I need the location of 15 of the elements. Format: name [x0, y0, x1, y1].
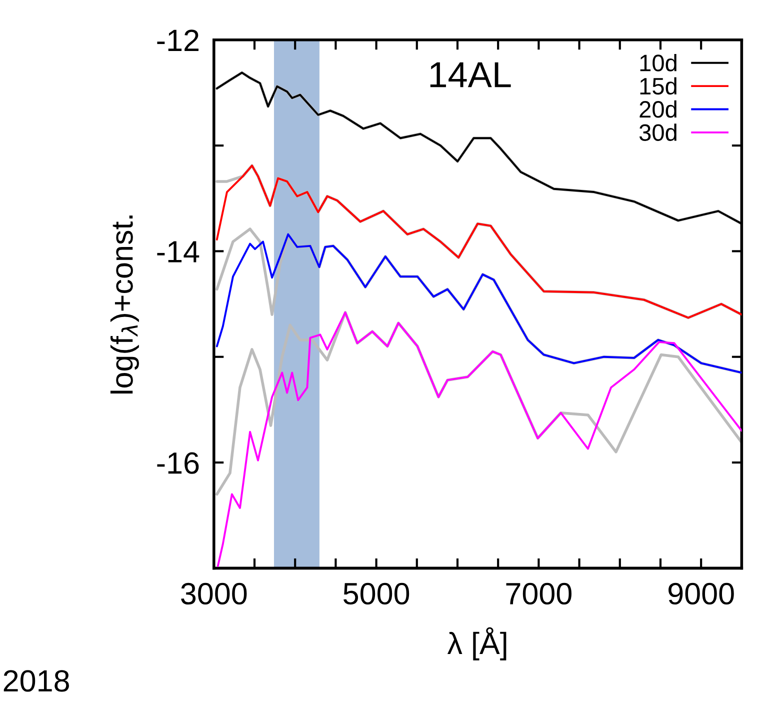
legend-label: 10d: [640, 54, 676, 72]
x-tick-label: 9000: [668, 582, 734, 605]
y-tick-label: -12: [157, 30, 198, 51]
x-tick-label: 5000: [344, 582, 410, 605]
legend-label: 15d: [640, 77, 676, 95]
y-tick-label: -16: [157, 452, 199, 474]
text: 2018: [4, 670, 69, 692]
legend-label: 20d: [640, 100, 676, 118]
x-tick-label: 7000: [506, 582, 572, 605]
x-tick-label: 3000: [181, 582, 247, 605]
x-axis-title: λ [Å]: [447, 627, 506, 660]
y-axis-title: log(f$_{λ}$)+const.: [110, 216, 139, 394]
y-tick-label: -14: [157, 241, 200, 262]
annotation: 14AL: [430, 62, 511, 88]
legend-label: 30d: [639, 124, 676, 141]
